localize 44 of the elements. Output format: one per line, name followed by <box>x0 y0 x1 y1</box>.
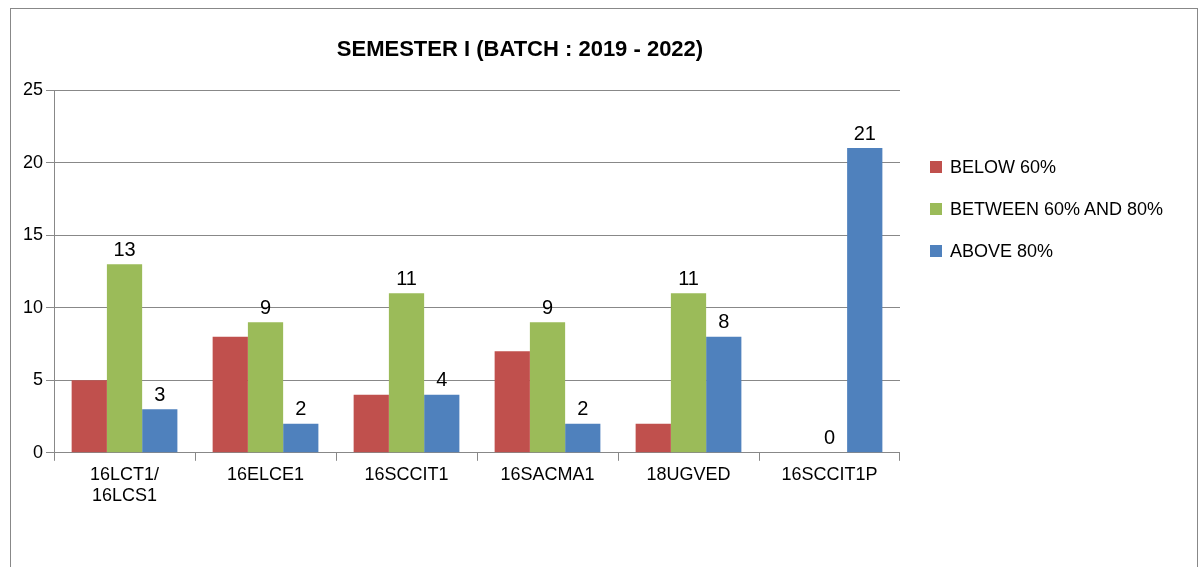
data-label: 2 <box>295 397 307 420</box>
y-tick-label: 5 <box>33 369 44 390</box>
y-tick-label: 0 <box>33 441 44 462</box>
bar <box>106 264 143 453</box>
x-tick-label: 16ELCE1 <box>226 463 305 484</box>
chart-title: SEMESTER I (BATCH : 2019 - 2022) <box>335 36 705 62</box>
data-label: 21 <box>853 121 876 144</box>
bar <box>283 423 319 453</box>
x-tick-label: 16LCT1/ 16LCS1 <box>90 463 160 506</box>
bar <box>424 394 460 453</box>
data-label: 9 <box>259 295 272 318</box>
bar <box>565 423 601 453</box>
bar <box>529 322 566 453</box>
y-tick-label: 20 <box>22 151 44 172</box>
x-tick-label: 16SACMA1 <box>500 463 595 484</box>
data-label: 8 <box>718 310 730 333</box>
x-tick-label: 18UGVED <box>646 463 731 484</box>
bar <box>142 409 178 453</box>
bar <box>247 322 284 453</box>
data-label: 9 <box>541 295 554 318</box>
data-label: 3 <box>154 382 166 405</box>
x-tick-label: 16SCCIT1 <box>364 463 449 484</box>
bar <box>212 336 248 453</box>
data-label: 4 <box>436 368 448 391</box>
data-label: 11 <box>678 266 699 289</box>
data-label: 11 <box>396 266 417 289</box>
x-tick-label: 16SCCIT1P <box>781 463 878 484</box>
data-label: 13 <box>113 237 136 260</box>
data-label: 0 <box>823 426 836 449</box>
y-tick-label: 25 <box>22 78 44 99</box>
bar <box>635 423 671 453</box>
bar <box>847 148 883 453</box>
legend-label: BELOW 60% <box>950 156 1057 179</box>
bar <box>71 380 107 453</box>
y-tick-label: 15 <box>22 224 44 245</box>
bar <box>494 351 530 453</box>
bar <box>353 394 389 453</box>
bar <box>670 293 707 453</box>
legend-label: BETWEEN 60% AND 80% <box>950 198 1164 221</box>
legend-label: ABOVE 80% <box>950 240 1054 263</box>
y-tick-label: 10 <box>22 296 44 317</box>
data-label: 2 <box>577 397 589 420</box>
bar <box>706 336 742 453</box>
bar <box>388 293 425 453</box>
